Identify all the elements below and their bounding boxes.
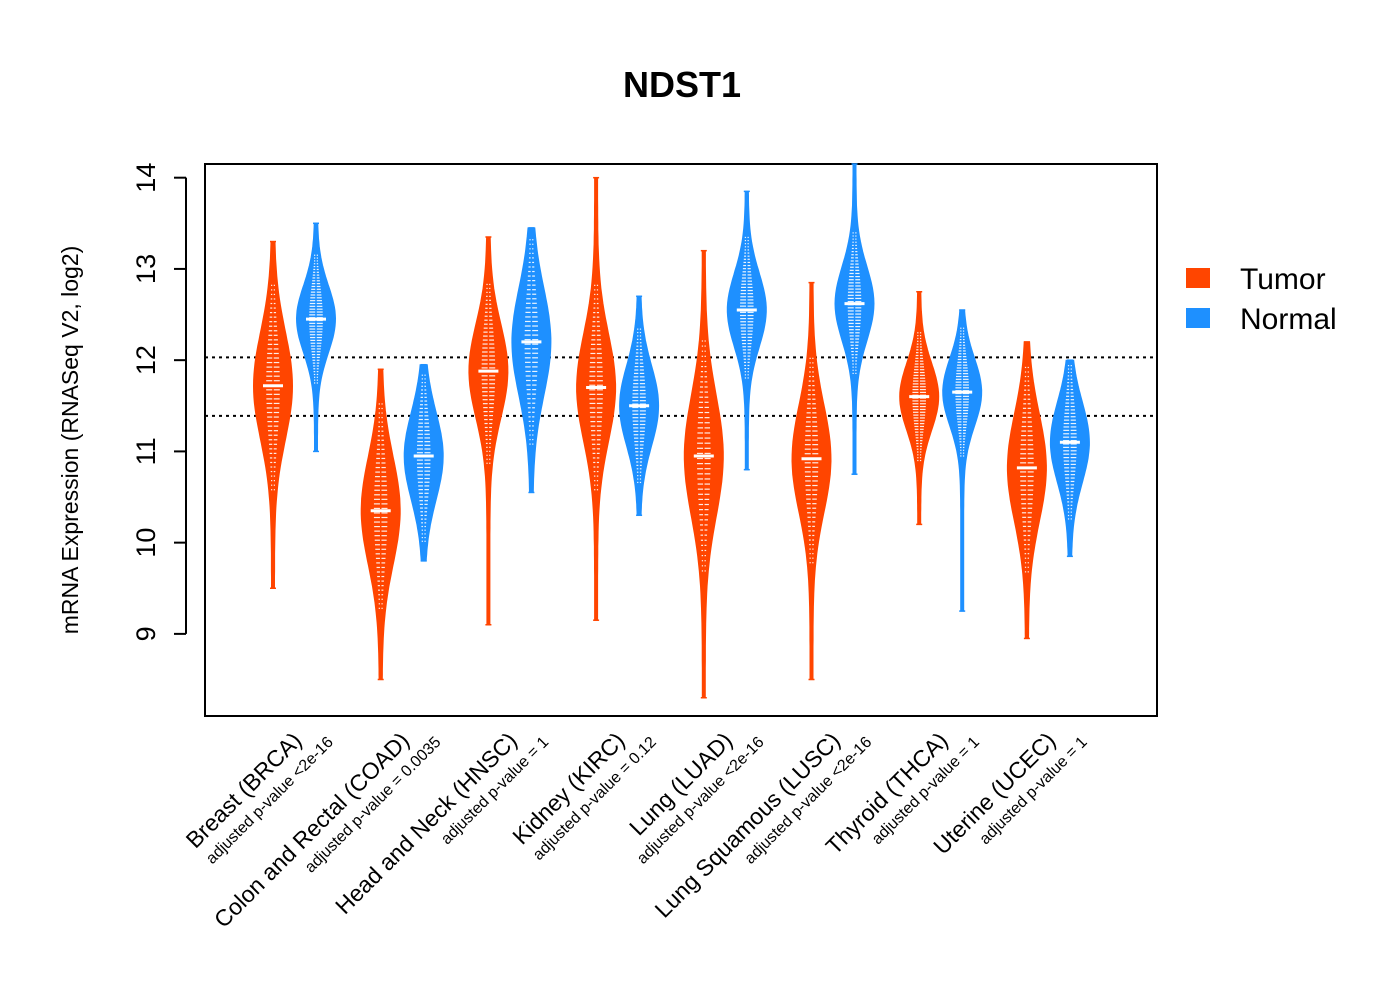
violin-tumor [576,176,617,621]
violin-tumor [468,236,509,626]
y-tick-label: 10 [131,528,161,558]
violin-normal [619,295,660,517]
x-axis-labels: Breast (BRCA)adjusted p-value <2e-16Colo… [181,727,1091,932]
y-tick-label: 11 [131,437,161,465]
legend-label-normal: Normal [1240,303,1337,336]
violin-tumor [899,290,940,526]
legend-swatch-normal [1186,308,1210,328]
reference-lines [205,356,1157,417]
chart-title: NDST1 [623,64,741,105]
violin-normal [403,363,444,562]
plot-frame [204,163,1158,717]
y-axis: 9 10 11 12 13 14 [131,163,187,641]
legend: Tumor Normal [1186,263,1337,336]
violin-tumor [1006,341,1047,640]
violin-normal [511,227,552,494]
legend-label-tumor: Tumor [1240,263,1326,296]
violin-normal [726,190,767,471]
violin-tumor [252,240,294,590]
violin-normal [834,163,875,475]
violin-tumor [360,368,401,681]
violin-tumor [683,249,724,699]
violin-normal [295,222,337,453]
y-tick-label: 14 [131,163,161,193]
violin-tumor [791,281,832,681]
y-tick-label: 9 [131,626,161,641]
violins [252,163,1090,699]
legend-swatch-tumor [1186,268,1210,288]
y-tick-label: 12 [131,345,161,375]
y-tick-label: 13 [131,254,161,284]
violin-normal [942,309,983,612]
violin-normal [1049,359,1090,558]
y-axis-label: mRNA Expression (RNASeq V2, log2) [57,246,83,635]
